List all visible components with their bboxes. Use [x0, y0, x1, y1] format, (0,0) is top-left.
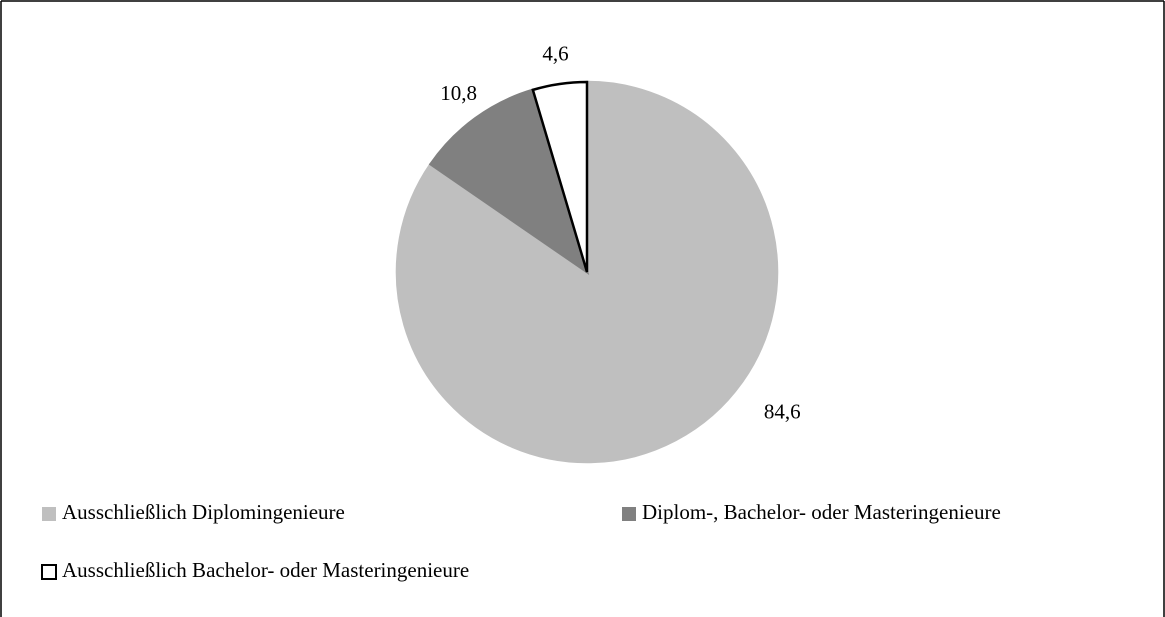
- legend-swatch: [42, 507, 56, 521]
- legend-label: Ausschließlich Bachelor- oder Masteringe…: [62, 558, 469, 582]
- data-label: 10,8: [440, 81, 477, 105]
- data-label: 84,6: [764, 400, 801, 424]
- data-label: 4,6: [542, 42, 568, 66]
- pie-slice: [428, 88, 590, 276]
- legend-label: Diplom-, Bachelor- oder Masteringenieure: [642, 500, 1001, 524]
- legend-swatch: [41, 564, 57, 580]
- legend-swatch: [622, 507, 636, 521]
- pie-slice: [531, 80, 589, 273]
- legend-label: Ausschließlich Diplomingenieure: [62, 500, 345, 524]
